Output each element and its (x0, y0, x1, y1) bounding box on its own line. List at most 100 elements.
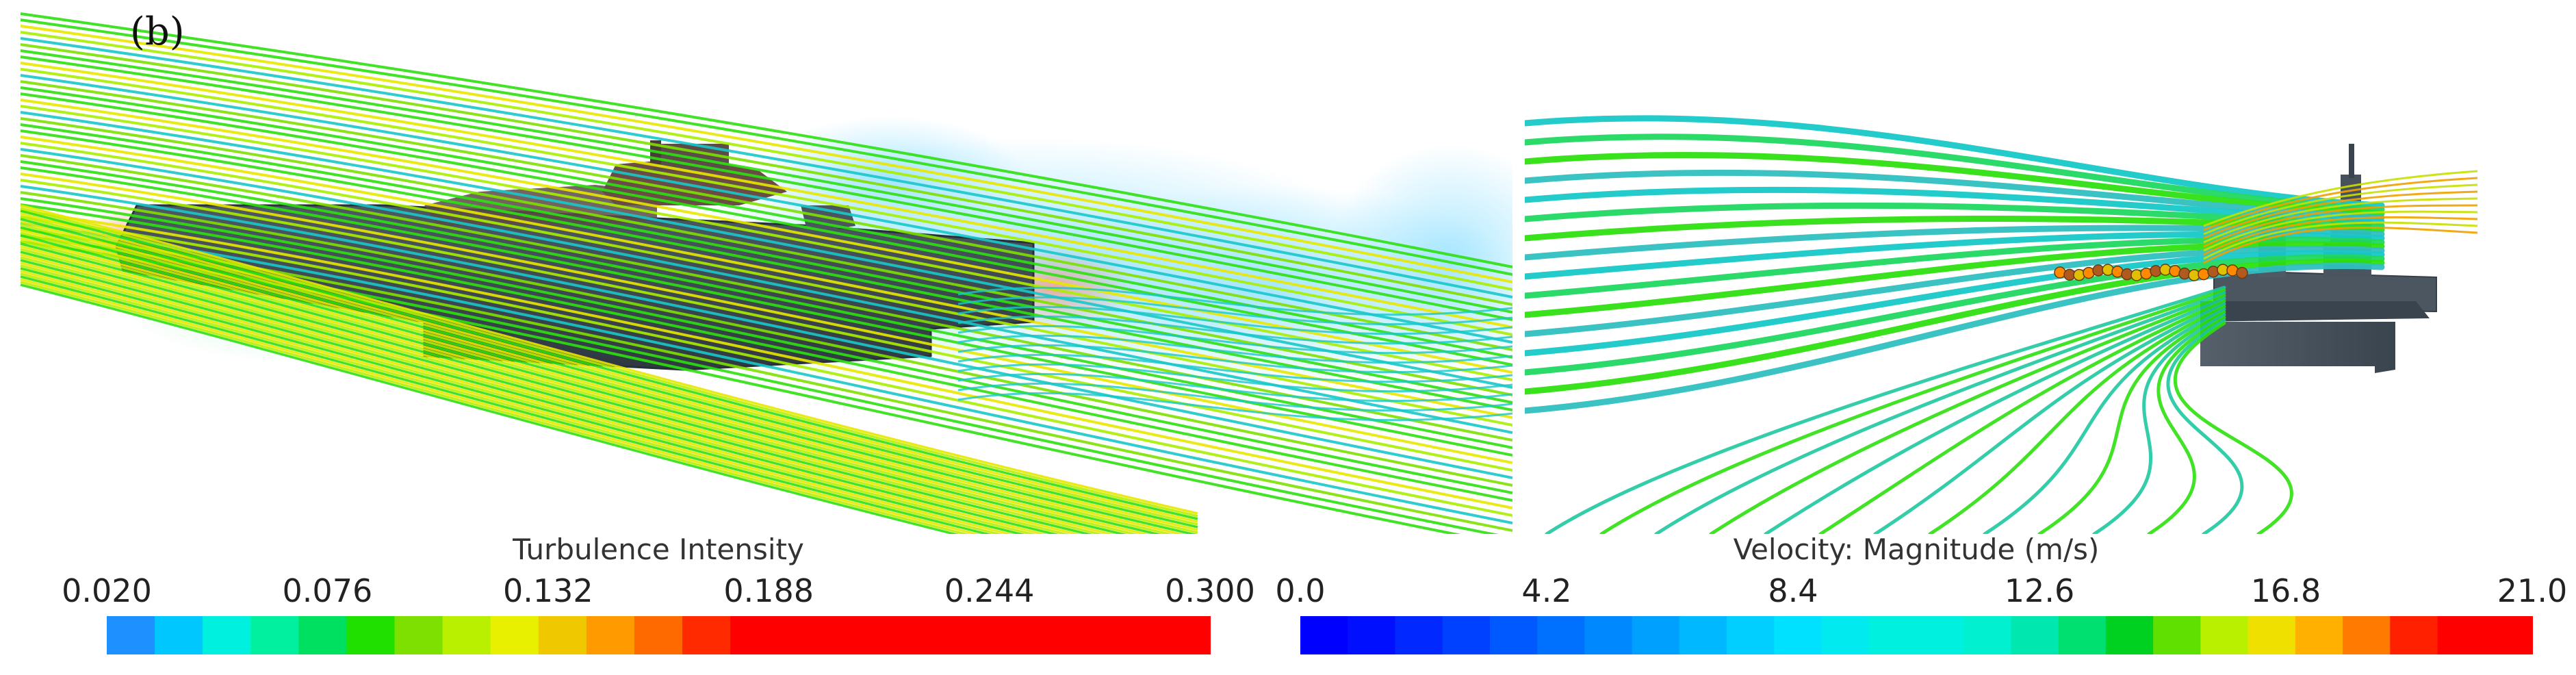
streamline (20, 226, 1198, 534)
streamline (20, 229, 1185, 534)
streamline (957, 296, 1512, 326)
streamline (20, 275, 992, 534)
velocity-colorbar-title: Velocity: Magnitude (m/s) (1733, 533, 2100, 566)
streamline (957, 324, 1512, 355)
velocity-color-segment (2343, 616, 2391, 654)
velocity-color-segment (1537, 616, 1586, 654)
panel-label: (b) (130, 10, 185, 54)
turbulence-color-segment (442, 616, 491, 654)
streamline (20, 209, 1512, 509)
streamline (2092, 313, 2226, 534)
velocity-color-segment (1868, 616, 1917, 654)
velocity-magnitude-colorbar (1300, 616, 2533, 654)
streamline (20, 203, 1512, 502)
streamline (2037, 310, 2226, 534)
turbulence-intensity-colorbar (107, 616, 1211, 654)
streamline (957, 286, 1512, 316)
velocity-color-segment (2484, 616, 2533, 654)
streamline (20, 191, 1512, 487)
velocity-color-segment (1632, 616, 1680, 654)
streamline (20, 43, 1512, 306)
velocity-tick-label: 4.2 (1521, 572, 1572, 609)
streamline (20, 215, 1198, 526)
seed-marker (2207, 266, 2219, 278)
streamline (957, 382, 1512, 412)
turbulence-color-segment (874, 616, 923, 654)
turbulence-color-segment (970, 616, 1019, 654)
turbulence-color-segment (730, 616, 780, 654)
streamline (1525, 241, 2385, 318)
streamline (20, 237, 1150, 534)
streamline (957, 305, 1512, 335)
velocity-color-segment (1584, 616, 1633, 654)
streamline (20, 197, 1512, 494)
streamline (2203, 221, 2478, 260)
streamline (20, 142, 1512, 426)
streamline (20, 55, 1512, 321)
streamline (20, 148, 1512, 434)
turbulence-color-segment (538, 616, 587, 654)
streamline (2203, 226, 2478, 264)
turbulence-color-segment (107, 616, 156, 654)
streamline (1599, 288, 2226, 534)
streamline (1545, 285, 2226, 534)
turbulence-color-segment (634, 616, 684, 654)
streamline (20, 256, 1070, 534)
streamline (2147, 316, 2226, 534)
streamline (20, 270, 1014, 534)
streamline (20, 216, 1512, 517)
turbulence-color-segment (682, 616, 732, 654)
velocity-tick-label: 21.0 (2497, 572, 2568, 609)
turbulence-color-segment (155, 616, 204, 654)
velocity-color-segment (2153, 616, 2202, 654)
streamline (957, 372, 1512, 403)
streamline (20, 264, 1037, 534)
velocity-tick-label: 12.6 (2004, 572, 2075, 609)
streamline (1525, 258, 2385, 395)
velocity-color-segment (1679, 616, 1728, 654)
turbulence-color-segment (586, 616, 635, 654)
streamline (20, 204, 1198, 515)
streamline (1525, 133, 2385, 213)
turbulence-tick-label: 0.244 (944, 572, 1035, 609)
streamline (20, 222, 1512, 524)
streamline (20, 92, 1512, 366)
streamline (20, 99, 1512, 374)
streamline (2203, 177, 2478, 231)
streamline (20, 31, 1512, 291)
turbulence-streamlines (20, 12, 1512, 534)
turbulence-tick-label: 0.188 (723, 572, 814, 609)
turbulence-color-segment (394, 616, 443, 654)
streamline (1525, 263, 2385, 414)
streamline (2203, 216, 2478, 256)
velocity-color-segment (1348, 616, 1396, 654)
streamline (1525, 250, 2385, 357)
streamline (957, 392, 1512, 422)
streamline (1525, 225, 2385, 261)
streamline (20, 259, 1059, 534)
seed-marker (2073, 268, 2085, 281)
streamline (20, 283, 959, 534)
streamline (1818, 299, 2226, 534)
streamline (1983, 307, 2226, 534)
streamline (1764, 296, 2226, 534)
velocity-tick-label: 0.0 (1275, 572, 1326, 609)
streamline (20, 129, 1512, 411)
streamline-seed-markers (2054, 264, 2248, 281)
streamline (20, 12, 1512, 268)
turbulence-color-segment (490, 616, 539, 654)
seed-marker (2102, 264, 2114, 276)
turbulence-tick-label: 0.020 (62, 572, 152, 609)
streamline (1525, 115, 2385, 209)
velocity-color-segment (2247, 616, 2296, 654)
streamline (957, 334, 1512, 364)
streamline (20, 160, 1512, 449)
turbulence-tick-label: 0.300 (1165, 572, 1255, 609)
streamline (1525, 186, 2385, 225)
streamline (20, 25, 1512, 283)
streamline (20, 37, 1512, 298)
velocity-color-segment (1774, 616, 1822, 654)
streamline (1525, 245, 2385, 338)
streamline (2173, 321, 2293, 534)
